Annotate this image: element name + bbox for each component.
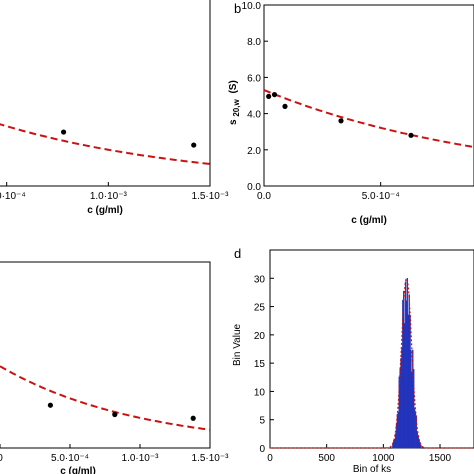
panel-b-y-tick-label: 4.0 xyxy=(247,110,261,121)
panel-b-y-tick-label: 10.0 xyxy=(242,1,262,12)
panel-d-x-tick-label: 500 xyxy=(318,453,335,464)
panel-c-data-point xyxy=(112,411,118,418)
panel-a-x-tick-label: 1.0·10⁻³ xyxy=(90,191,128,202)
panel-d-frame xyxy=(269,249,474,449)
panel-d-gaussian-fit xyxy=(270,277,474,449)
panel-c-x-tick-label: 1.5·10⁻³ xyxy=(192,453,230,464)
panel-b-fit-line xyxy=(263,89,474,148)
panel-b-x-label: c (g/ml) xyxy=(351,215,387,226)
panel-c-data-point xyxy=(47,402,54,408)
panel-a: 5.0·10⁻⁴ 1.0·10⁻³ 1.5·10⁻³ c (g/ml) xyxy=(0,0,229,216)
panel-a-axes xyxy=(0,0,211,187)
panel-a-x-label: c (g/ml) xyxy=(87,205,123,216)
panel-b-y-tick-label: 8.0 xyxy=(247,37,261,48)
panel-d-x-label: Bin of ks xyxy=(353,464,391,474)
panel-a-fit-line xyxy=(0,123,211,165)
panel-c-fit-curve xyxy=(0,365,211,431)
panel-d-x-tick-label: 1000 xyxy=(372,453,395,464)
panel-c-x-label: c (g/ml) xyxy=(60,466,96,474)
panel-c: 0 5.0·10⁻⁴ 1.0·10⁻³ 1.5·10⁻³ c (g/ml) xyxy=(0,261,229,474)
panel-c-axes xyxy=(0,261,211,449)
panel-d-x-ticks: 0 500 1000 1500 xyxy=(267,444,452,464)
panel-b-x-tick-label: 0.0 xyxy=(257,191,271,202)
panel-d-y-tick-label: 10 xyxy=(254,387,266,398)
panel-d-y-tick-label: 30 xyxy=(254,274,266,285)
panel-b-fit-curve xyxy=(263,89,474,148)
panel-c-x-tick-label: 0 xyxy=(0,453,3,464)
panel-d-y-tick-label: 5 xyxy=(259,416,265,427)
panel-d-y-tick-label: 20 xyxy=(254,331,266,342)
panel-a-x-tick-label: 5.0·10⁻⁴ xyxy=(0,191,26,202)
panel-a-fit-curve xyxy=(0,123,211,165)
panel-b-y-tick-label: 2.0 xyxy=(247,146,261,157)
panel-d: d 0 5 10 15 20 25 30 0 500 1000 1500 Bin Value Bi… xyxy=(232,246,474,474)
panel-b-frame xyxy=(263,4,474,187)
panel-b: b 0.02.04.06.08.010.0 0.05.0·10⁻⁴1.0·10⁻… xyxy=(228,1,474,226)
panel-b-x-ticks: 0.05.0·10⁻⁴1.0·10⁻³ xyxy=(257,182,400,202)
panel-a-data-point xyxy=(61,129,67,135)
panel-b-y-label-sub: 20,w xyxy=(232,99,241,117)
panel-d-histogram-bars xyxy=(392,278,422,449)
panel-b-y-tick-label: 6.0 xyxy=(247,73,261,84)
panel-a-x-tick-label: 1.5·10⁻³ xyxy=(192,191,230,202)
panel-d-y-ticks: 0 5 10 15 20 25 30 xyxy=(254,274,274,455)
panel-b-data-point xyxy=(271,91,278,98)
panel-c-points xyxy=(47,402,196,421)
panel-b-letter: b xyxy=(234,1,241,16)
panel-a-x-ticks: 5.0·10⁻⁴ 1.0·10⁻³ 1.5·10⁻³ xyxy=(0,182,229,202)
panel-b-y-label-main: s xyxy=(228,119,239,125)
panel-d-y-tick-label: 25 xyxy=(254,303,266,314)
panel-a-data-point xyxy=(191,142,197,148)
panel-b-points xyxy=(266,91,414,138)
panel-d-y-tick-label: 0 xyxy=(259,444,265,455)
panel-b-y-label: s 20,w (S) xyxy=(228,80,242,125)
panel-b-y-label-unit: (S) xyxy=(228,80,239,93)
panel-c-fit-line xyxy=(0,365,211,431)
panel-b-data-point xyxy=(266,93,272,100)
panel-b-y-tick-label: 0.0 xyxy=(247,182,261,193)
panel-b-x-tick-label: 5.0·10⁻⁴ xyxy=(362,191,400,202)
panel-c-data-point xyxy=(190,415,196,421)
panel-d-fit-line xyxy=(270,277,474,449)
panel-d-histogram-bar xyxy=(420,444,422,449)
panel-b-data-point xyxy=(408,132,414,138)
panel-b-data-point xyxy=(282,103,288,109)
panel-a-points xyxy=(61,129,197,148)
panel-b-data-point xyxy=(338,118,344,124)
panel-d-x-tick-label: 1500 xyxy=(429,453,452,464)
panel-b-y-ticks: 0.0 2.0 4.0 6.0 8.0 10.0 xyxy=(242,1,268,193)
panel-c-x-tick-label: 1.0·10⁻³ xyxy=(122,453,160,464)
panel-d-x-tick-label: 0 xyxy=(267,453,273,464)
panel-d-y-tick-label: 15 xyxy=(254,359,266,370)
panel-d-y-label: Bin Value xyxy=(232,323,243,366)
panel-c-x-tick-label: 5.0·10⁻⁴ xyxy=(51,453,89,464)
panel-c-x-ticks: 0 5.0·10⁻⁴ 1.0·10⁻³ 1.5·10⁻³ xyxy=(0,444,229,464)
panel-d-letter: d xyxy=(234,246,241,261)
